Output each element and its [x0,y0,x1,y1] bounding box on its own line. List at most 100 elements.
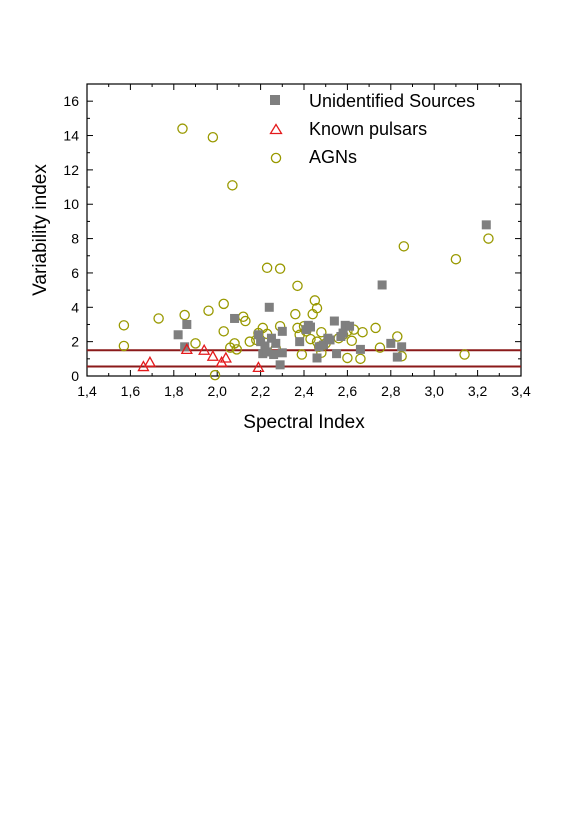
unidentified-source-point [325,335,335,345]
x-tick-label: 1,8 [164,383,184,399]
agn-point [218,298,229,310]
agn-point [398,241,410,252]
agn-point [305,333,316,345]
agn-point [296,349,308,360]
agn-point [118,320,130,331]
legend-label-agns: AGNs [309,147,357,167]
agn-point [207,131,219,143]
unidentified-source-point [271,338,281,348]
known-pulsar-point [143,355,157,367]
y-tick-label: 2 [71,334,79,350]
agn-point [244,336,255,347]
agn-point [231,344,242,355]
x-axis-ticks: 1,4 1,6 1,8 2,0 2,2 2,4 2,6 2,8 3,0 3,2 3,4 [77,84,531,399]
unidentified-source-point [260,341,270,351]
agn-point [179,309,190,321]
x-tick-label: 3,4 [511,383,531,399]
known-pulsar-point [252,361,265,373]
unidentified-source-point [377,280,387,290]
y-tick-label: 14 [63,128,79,144]
unidentified-source-point [266,333,276,343]
y-tick-label: 12 [63,162,79,178]
agn-point [240,315,251,327]
agn-point [290,308,301,320]
unidentified-source-point [312,353,322,363]
x-tick-label: 2,4 [294,383,314,399]
agn-point [261,262,273,274]
unidentified-source-point [277,326,287,336]
known-pulsar-point [219,351,232,363]
unidentified-source-point [277,348,287,358]
y-axis-ticks: 0 2 4 6 8 10 12 14 16 [63,83,521,384]
x-tick-label: 2,0 [207,383,227,399]
unidentified-source-point [230,313,240,323]
unidentified-source-point [306,322,316,332]
agn-point [177,123,188,134]
unidentified-source-point [329,316,339,326]
known-pulsar-point [198,343,211,355]
y-axis-title: Variability index [30,164,51,296]
legend-marker-unidentified-sources [270,95,280,105]
unidentified-source-point [332,349,342,359]
agn-point [374,342,386,353]
x-tick-label: 3,2 [468,383,488,399]
legend: Unidentified Sources Known pulsars AGNs [269,91,475,167]
x-axis-title: Spectral Index [243,412,365,433]
agn-point [190,338,201,349]
unidentified-source-point [182,319,192,329]
agn-point [209,369,221,381]
unidentified-source-point [262,347,272,357]
data-points [118,123,494,381]
agn-point [309,295,321,306]
unidentified-source-point [319,340,329,350]
y-tick-label: 10 [63,196,79,212]
unidentified-source-point [338,328,348,338]
x-tick-label: 1,4 [77,383,97,399]
unidentified-source-point [386,338,396,348]
agn-point [342,352,353,364]
x-tick-label: 1,6 [121,383,141,399]
legend-label-known-pulsars: Known pulsars [309,119,427,139]
unidentified-source-point [392,352,402,362]
y-tick-label: 16 [63,93,79,109]
agn-point [459,349,470,360]
agn-point [316,326,327,338]
agn-point [153,313,164,324]
x-tick-label: 3,0 [424,383,444,399]
known-pulsar-point [180,343,193,355]
agn-point [274,263,286,274]
agn-point [392,331,403,342]
agn-point [118,340,130,352]
agn-point [483,233,494,244]
unidentified-source-point [269,350,279,360]
unidentified-source-point [253,330,263,340]
unidentified-source-point [355,344,365,354]
agn-point [311,302,323,314]
agn-point [218,326,229,337]
unidentified-source-point [397,342,407,352]
unidentified-source-point [295,337,305,347]
agn-point [203,305,214,316]
x-tick-label: 2,2 [251,383,271,399]
agn-point [357,326,368,338]
agn-point [229,338,240,349]
agn-point [292,280,303,292]
unidentified-source-point [345,321,355,331]
agn-point [355,353,366,365]
x-tick-label: 2,6 [338,383,358,399]
unidentified-source-point [180,342,190,352]
legend-label-unidentified-sources: Unidentified Sources [309,91,475,111]
y-tick-label: 0 [71,368,79,384]
y-tick-label: 4 [71,299,79,315]
unidentified-source-point [275,360,285,370]
unidentified-source-point [481,220,491,230]
agn-point [346,335,357,347]
legend-marker-known-pulsars [269,123,283,135]
unidentified-source-point [264,302,274,312]
known-pulsar-point [206,349,219,361]
unidentified-source-point [173,330,183,340]
legend-marker-agns [270,152,282,164]
y-tick-label: 8 [71,231,79,247]
agn-point [370,322,381,334]
